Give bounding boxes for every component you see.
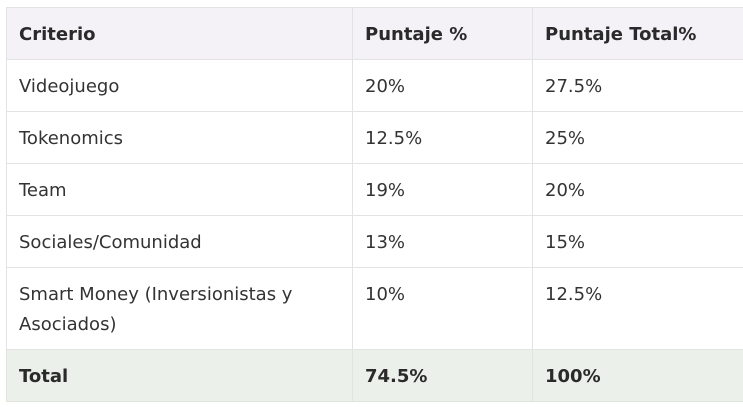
cell-puntaje: 10%: [352, 267, 533, 350]
header-criterio: Criterio: [6, 7, 353, 60]
header-puntaje: Puntaje %: [352, 7, 533, 60]
cell-puntaje: 12.5%: [352, 111, 533, 164]
scoring-table: Criterio Puntaje % Puntaje Total% Videoj…: [6, 7, 743, 402]
scoring-table-container: Criterio Puntaje % Puntaje Total% Videoj…: [6, 7, 743, 402]
cell-criterio: Tokenomics: [6, 111, 353, 164]
cell-puntaje: 20%: [352, 59, 533, 112]
total-label: Total: [6, 349, 353, 402]
cell-puntaje-total: 15%: [532, 215, 743, 268]
total-puntaje-total: 100%: [532, 349, 743, 402]
table-row: Smart Money (Inversionistas y Asociados)…: [6, 267, 743, 350]
table-header-row: Criterio Puntaje % Puntaje Total%: [6, 7, 743, 60]
cell-puntaje: 19%: [352, 163, 533, 216]
cell-puntaje: 13%: [352, 215, 533, 268]
cell-puntaje-total: 27.5%: [532, 59, 743, 112]
cell-criterio: Videojuego: [6, 59, 353, 112]
table-row: Sociales/Comunidad 13% 15%: [6, 215, 743, 268]
cell-criterio: Smart Money (Inversionistas y Asociados): [6, 267, 353, 350]
total-puntaje: 74.5%: [352, 349, 533, 402]
header-puntaje-total: Puntaje Total%: [532, 7, 743, 60]
cell-puntaje-total: 25%: [532, 111, 743, 164]
cell-puntaje-total: 12.5%: [532, 267, 743, 350]
cell-criterio: Team: [6, 163, 353, 216]
cell-criterio: Sociales/Comunidad: [6, 215, 353, 268]
cell-puntaje-total: 20%: [532, 163, 743, 216]
table-row: Tokenomics 12.5% 25%: [6, 111, 743, 164]
table-row: Videojuego 20% 27.5%: [6, 59, 743, 112]
table-row: Team 19% 20%: [6, 163, 743, 216]
table-total-row: Total 74.5% 100%: [6, 349, 743, 402]
